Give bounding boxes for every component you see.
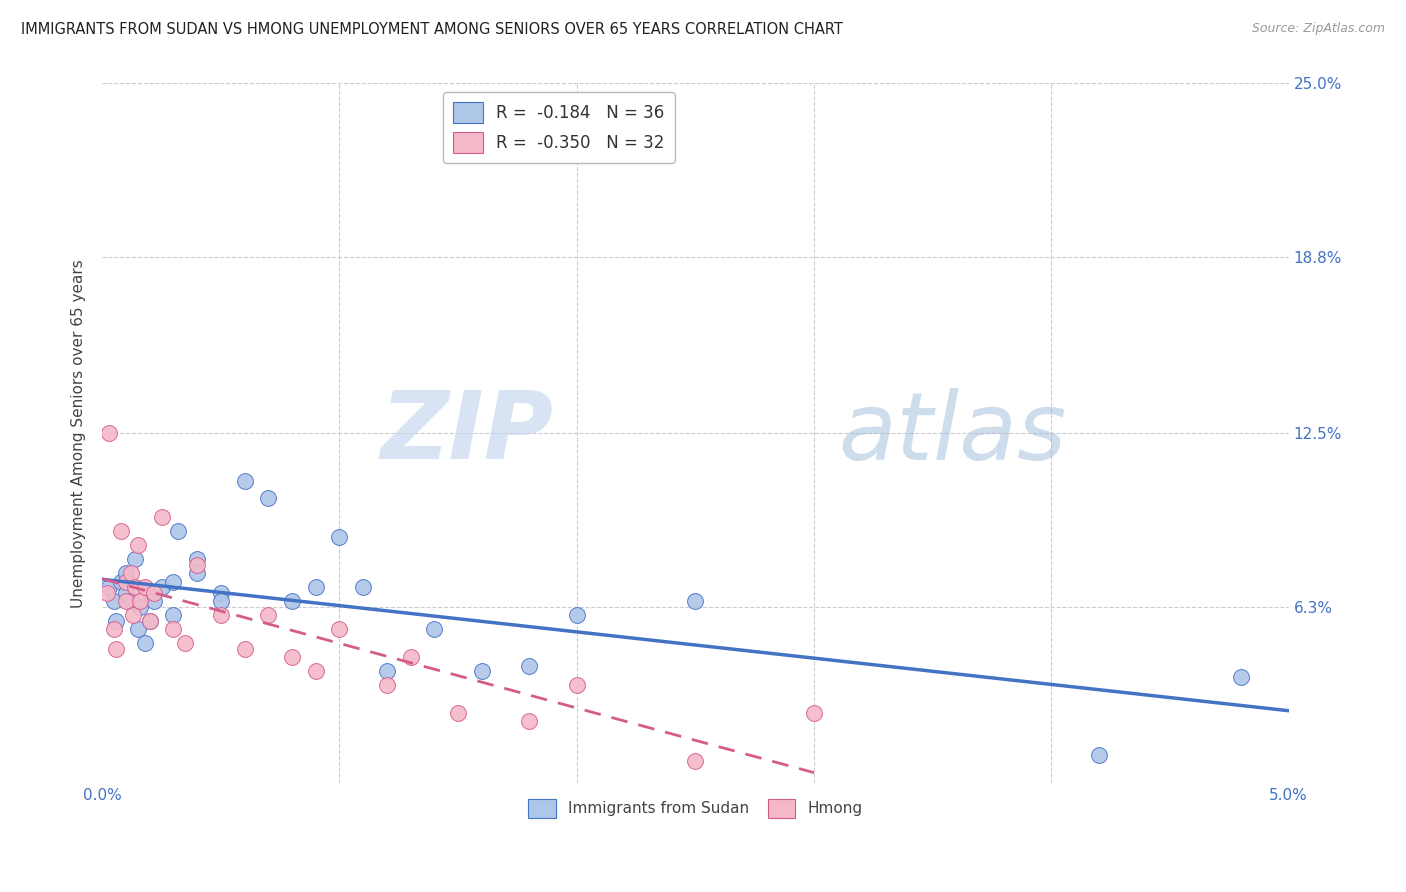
Point: [233, 474, 256, 488]
Point: [186, 558, 208, 572]
Point: [124, 552, 146, 566]
Point: [134, 580, 156, 594]
Point: [124, 580, 146, 594]
Point: [129, 594, 152, 608]
Point: [127, 538, 149, 552]
Point: [120, 594, 142, 608]
Point: [305, 664, 328, 678]
Point: [471, 664, 494, 678]
Point: [685, 754, 707, 768]
Point: [150, 510, 173, 524]
Text: ZIP: ZIP: [380, 387, 553, 479]
Point: [423, 622, 446, 636]
Point: [517, 714, 540, 729]
Point: [122, 608, 145, 623]
Point: [110, 574, 132, 589]
Point: [517, 658, 540, 673]
Point: [1230, 670, 1253, 684]
Point: [167, 524, 190, 538]
Text: atlas: atlas: [838, 388, 1066, 479]
Point: [115, 566, 138, 581]
Point: [685, 594, 707, 608]
Point: [120, 566, 142, 581]
Point: [96, 586, 118, 600]
Point: [143, 594, 166, 608]
Point: [305, 580, 328, 594]
Point: [103, 622, 125, 636]
Text: Source: ZipAtlas.com: Source: ZipAtlas.com: [1251, 22, 1385, 36]
Point: [803, 706, 825, 720]
Point: [209, 608, 232, 623]
Point: [447, 706, 470, 720]
Point: [281, 594, 304, 608]
Point: [143, 586, 166, 600]
Point: [129, 599, 152, 614]
Point: [375, 664, 398, 678]
Point: [174, 636, 197, 650]
Point: [110, 524, 132, 538]
Point: [352, 580, 374, 594]
Point: [209, 594, 232, 608]
Point: [127, 622, 149, 636]
Point: [162, 622, 184, 636]
Point: [186, 566, 208, 581]
Point: [399, 650, 422, 665]
Point: [328, 622, 350, 636]
Point: [209, 586, 232, 600]
Point: [98, 580, 121, 594]
Point: [1087, 747, 1109, 762]
Point: [150, 580, 173, 594]
Point: [257, 491, 280, 505]
Point: [98, 426, 121, 441]
Point: [138, 614, 160, 628]
Point: [162, 608, 184, 623]
Point: [565, 678, 588, 692]
Point: [115, 586, 138, 600]
Point: [134, 636, 156, 650]
Point: [115, 574, 138, 589]
Point: [328, 530, 350, 544]
Point: [103, 594, 125, 608]
Point: [105, 614, 128, 628]
Point: [375, 678, 398, 692]
Point: [138, 614, 160, 628]
Point: [105, 641, 128, 656]
Point: [162, 574, 184, 589]
Text: IMMIGRANTS FROM SUDAN VS HMONG UNEMPLOYMENT AMONG SENIORS OVER 65 YEARS CORRELAT: IMMIGRANTS FROM SUDAN VS HMONG UNEMPLOYM…: [21, 22, 844, 37]
Point: [233, 641, 256, 656]
Point: [138, 586, 160, 600]
Legend: Immigrants from Sudan, Hmong: Immigrants from Sudan, Hmong: [522, 792, 869, 824]
Point: [257, 608, 280, 623]
Point: [186, 552, 208, 566]
Point: [115, 594, 138, 608]
Y-axis label: Unemployment Among Seniors over 65 years: Unemployment Among Seniors over 65 years: [72, 259, 86, 607]
Point: [565, 608, 588, 623]
Point: [281, 650, 304, 665]
